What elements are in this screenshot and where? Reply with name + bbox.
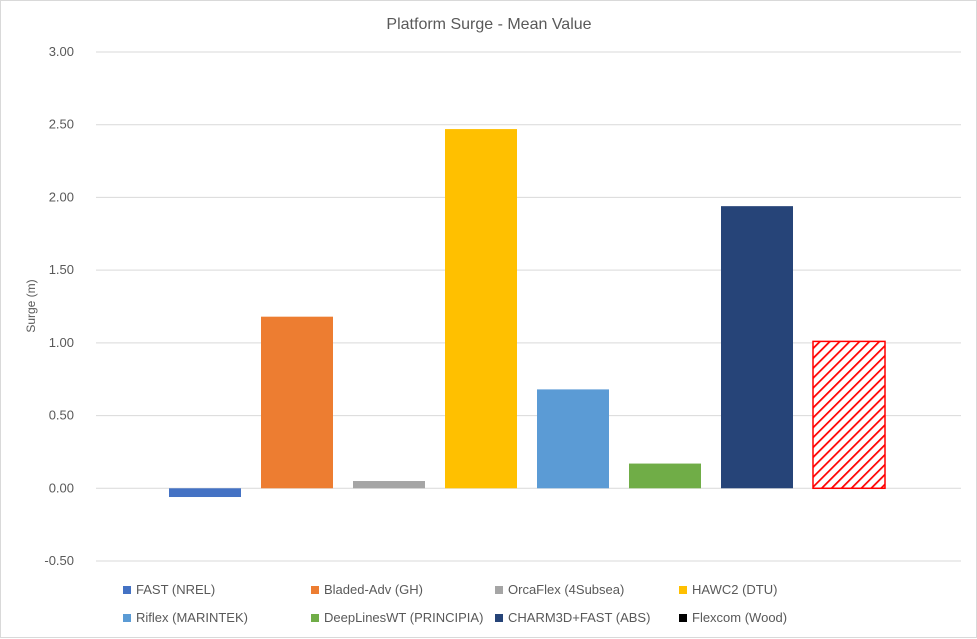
- legend-label: OrcaFlex (4Subsea): [508, 582, 624, 597]
- legend-label: HAWC2 (DTU): [692, 582, 777, 597]
- legend-label: Flexcom (Wood): [692, 610, 787, 625]
- legend-swatch: [679, 586, 687, 594]
- legend-swatch: [495, 614, 503, 622]
- y-tick-label: 2.50: [49, 117, 74, 132]
- bars: [169, 129, 886, 498]
- bar-deeplineswt-principia: [629, 463, 701, 489]
- y-tick-label: 1.00: [49, 335, 74, 350]
- legend-label: CHARM3D+FAST (ABS): [508, 610, 650, 625]
- y-tick-label: 1.50: [49, 262, 74, 277]
- legend: FAST (NREL) Bladed-Adv (GH) OrcaFlex (4Sub…: [123, 582, 787, 625]
- legend-swatch: [311, 614, 319, 622]
- y-tick-label: 2.00: [49, 189, 74, 204]
- legend-label: FAST (NREL): [136, 582, 215, 597]
- y-tick-label: -0.50: [44, 553, 74, 568]
- bar-flexcom-wood: [812, 340, 886, 490]
- legend-label: DeepLinesWT (PRINCIPIA): [324, 610, 483, 625]
- bar-orcaflex-4subsea: [353, 481, 425, 489]
- legend-label: Riflex (MARINTEK): [136, 610, 248, 625]
- y-axis-ticks: 3.00 2.50 2.00 1.50 1.00 0.50 0.00 -0.50: [44, 44, 74, 568]
- bar-charm3d-fast-abs: [721, 206, 793, 489]
- bar-fast-nrel: [169, 488, 241, 498]
- y-tick-label: 0.00: [49, 480, 74, 495]
- legend-label: Bladed-Adv (GH): [324, 582, 423, 597]
- y-axis-title: Surge (m): [24, 279, 38, 332]
- bar-hawc2-dtu: [445, 129, 517, 489]
- legend-swatch: [679, 614, 687, 622]
- y-tick-label: 3.00: [49, 44, 74, 59]
- y-tick-label: 0.50: [49, 408, 74, 423]
- legend-swatch: [123, 586, 131, 594]
- legend-swatch: [495, 586, 503, 594]
- legend-swatch: [311, 586, 319, 594]
- chart-title: Platform Surge - Mean Value: [386, 16, 591, 33]
- bar-riflex-marintek: [537, 389, 609, 489]
- bar-bladed-adv-gh: [261, 316, 333, 489]
- legend-swatch: [123, 614, 131, 622]
